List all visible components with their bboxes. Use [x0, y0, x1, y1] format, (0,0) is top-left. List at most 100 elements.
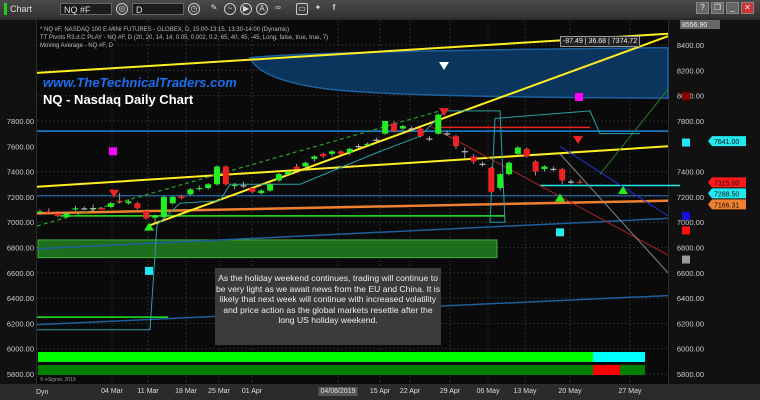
candle-body — [541, 166, 548, 170]
candle-body — [54, 213, 61, 216]
right-y-tick-label: 8400.00 — [677, 41, 704, 50]
candle-body — [311, 156, 318, 159]
x-tick-label: 04 Mar — [101, 388, 123, 395]
price-tag-label: 7288.50 — [714, 191, 739, 198]
candle-body — [470, 156, 477, 162]
x-tick-label: 01 Apr — [242, 388, 263, 395]
candle-body — [169, 196, 176, 204]
price-tag-label: 7641.00 — [714, 139, 739, 146]
left-y-tick-label: 7200.00 — [7, 193, 34, 202]
candle-body — [346, 148, 353, 153]
price-tag-label: 7315.00 — [714, 180, 739, 187]
x-tick-label: 04/08/2019 — [320, 388, 355, 395]
candle-body — [196, 188, 203, 190]
candle-body — [452, 136, 459, 147]
facebook-icon[interactable]: f — [332, 3, 336, 12]
candle-body — [205, 184, 212, 189]
blue-target-square — [682, 211, 690, 220]
candle-body — [72, 208, 79, 210]
candle-body — [45, 211, 52, 213]
buy-signal-marker — [618, 185, 628, 194]
x-tick-label: 27 May — [619, 388, 642, 395]
close-button[interactable]: ✕ — [741, 2, 754, 14]
buy-signal-marker — [555, 193, 565, 202]
x-tick-label: 06 May — [477, 388, 500, 395]
dyn-label[interactable]: Dyn — [36, 389, 49, 396]
candle-body — [417, 128, 424, 137]
play-icon[interactable]: ▶ — [240, 3, 252, 15]
candle-body — [81, 208, 88, 210]
price-tag — [708, 188, 746, 199]
trend-strip-lower — [38, 365, 645, 375]
right-y-tick-label: 5800.00 — [677, 370, 704, 379]
chat-icon[interactable]: ▭ — [296, 3, 308, 15]
candle-body — [320, 153, 327, 157]
right-y-tick-label: 6400.00 — [677, 294, 704, 303]
target-marker — [439, 61, 449, 70]
candle-body — [275, 174, 282, 181]
chain-icon[interactable]: ∞ — [275, 3, 281, 12]
commentary-note: As the holiday weekend continues, tradin… — [215, 268, 441, 345]
left-y-tick-label: 6200.00 — [7, 319, 34, 328]
price-chart[interactable]: 04 Mar 11 Mar 18 Mar 25 Mar 01 Apr 04/08/2019… — [0, 18, 760, 400]
toolbar: Chart NQ #F ◎ D ◷ ✎ ~ ▶ A ∞ ▭ ✦ f ? ❐ _ … — [0, 0, 760, 18]
left-y-tick-label: 6800.00 — [7, 244, 34, 253]
right-y-tick-label: 6200.00 — [677, 319, 704, 328]
restore-button[interactable]: ❐ — [711, 2, 724, 14]
candle-body — [382, 121, 389, 134]
projection-green-line — [599, 89, 669, 175]
magenta-square — [109, 147, 117, 156]
projection-blue-line — [559, 145, 669, 217]
alert-icon[interactable]: A — [256, 3, 268, 15]
x-tick-label: 29 Apr — [440, 388, 461, 395]
clock-icon[interactable]: ◷ — [188, 3, 200, 15]
candle-body — [408, 128, 415, 130]
symbol-info: * NQ #F, NASDAQ 100 E-MINI FUTURES - GLO… — [40, 27, 290, 33]
candle-body — [214, 166, 220, 185]
candle-body — [293, 166, 300, 170]
symbol-select[interactable]: NQ #F — [60, 3, 112, 15]
link-icon[interactable]: ◎ — [116, 3, 128, 15]
candle-body — [488, 167, 495, 192]
projection-gray-line — [559, 153, 669, 274]
chart-app-icon — [4, 3, 7, 15]
candle-body — [231, 184, 238, 187]
left-y-tick-label: 6600.00 — [7, 269, 34, 278]
twitter-icon[interactable]: ✦ — [314, 3, 322, 12]
cyan-square — [556, 228, 564, 237]
right-y-tick-label: 7800.00 — [677, 117, 704, 126]
x-tick-label: 22 Apr — [400, 388, 421, 395]
cursor-date-box — [318, 387, 358, 396]
candle-body — [435, 114, 442, 134]
steep-trend-line — [147, 35, 669, 227]
candle-body — [461, 151, 468, 153]
pivot-step-line — [37, 110, 640, 331]
sell-signal-marker — [439, 108, 449, 117]
candle-body — [444, 133, 451, 135]
left-y-tick-label: 5800.00 — [7, 370, 34, 379]
chart-title: NQ - Nasdaq Daily Chart — [43, 92, 194, 107]
candle-body — [576, 181, 583, 183]
right-y-tick-label: 6600.00 — [677, 269, 704, 278]
trend-strip-upper-cyan — [593, 352, 645, 362]
help-button[interactable]: ? — [696, 2, 709, 14]
app-label: Chart — [10, 4, 33, 14]
x-tick-label: 13 May — [514, 388, 537, 395]
candle-body — [523, 148, 530, 157]
candle-body — [249, 188, 256, 192]
mid-trend-line — [36, 217, 669, 250]
right-y-tick-label: 7000.00 — [677, 218, 704, 227]
left-y-tick-label: 7600.00 — [7, 142, 34, 151]
buy-signal-marker — [144, 222, 154, 231]
cyan-target-square — [682, 138, 690, 147]
minimize-button[interactable]: _ — [726, 2, 739, 14]
candle-body — [90, 208, 97, 210]
x-tick-label: 20 May — [559, 388, 582, 395]
right-y-tick-label: 8200.00 — [677, 66, 704, 75]
candle-body — [178, 196, 185, 199]
pencil-icon[interactable]: ✎ — [210, 3, 218, 12]
interval-select[interactable]: D — [132, 3, 184, 15]
candle-body — [222, 166, 229, 185]
chart-tool-icon[interactable]: ~ — [224, 3, 236, 15]
candle-body — [152, 216, 159, 218]
